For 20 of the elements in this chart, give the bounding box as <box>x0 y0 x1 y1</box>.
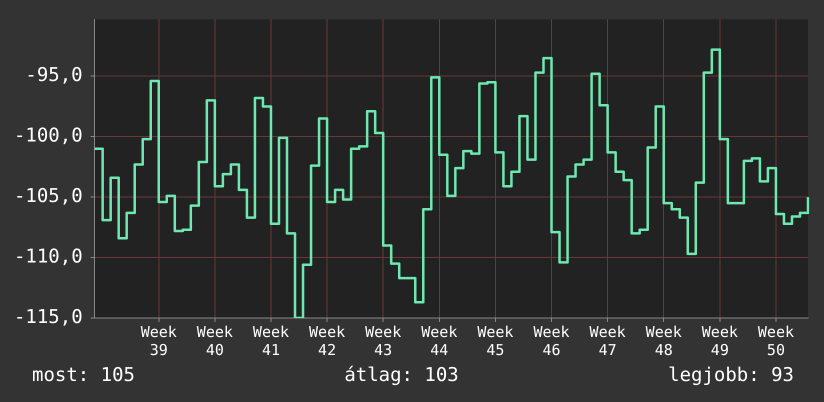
x-tick-label: Week 48 <box>646 322 682 359</box>
x-tick-label: Week 40 <box>196 322 233 359</box>
x-tick-label: Week 46 <box>533 322 570 359</box>
text: most: 105 <box>32 364 135 386</box>
y-tick-label: -100,0 <box>14 124 83 147</box>
y-tick-label: -115,0 <box>14 306 83 328</box>
x-tick-label: Week 44 <box>421 322 458 359</box>
text: átlag: 103 <box>344 364 459 386</box>
x-tick-label: Week 41 <box>252 322 290 359</box>
y-tick-label: -95,0 <box>25 64 83 86</box>
x-tick-label: Week 45 <box>477 322 514 359</box>
x-tick-label: Week 43 <box>365 322 402 359</box>
x-tick-label: Week 42 <box>309 322 346 359</box>
text: legjobb: 93 <box>668 364 794 386</box>
y-tick-label: -105,0 <box>14 185 83 208</box>
x-tick-label: Week 39 <box>140 322 177 359</box>
x-tick-label: Week 49 <box>702 322 738 359</box>
x-tick-label: Week 50 <box>758 322 794 359</box>
y-tick-label: -110,0 <box>14 245 83 268</box>
x-tick-label: Week 47 <box>590 322 626 359</box>
